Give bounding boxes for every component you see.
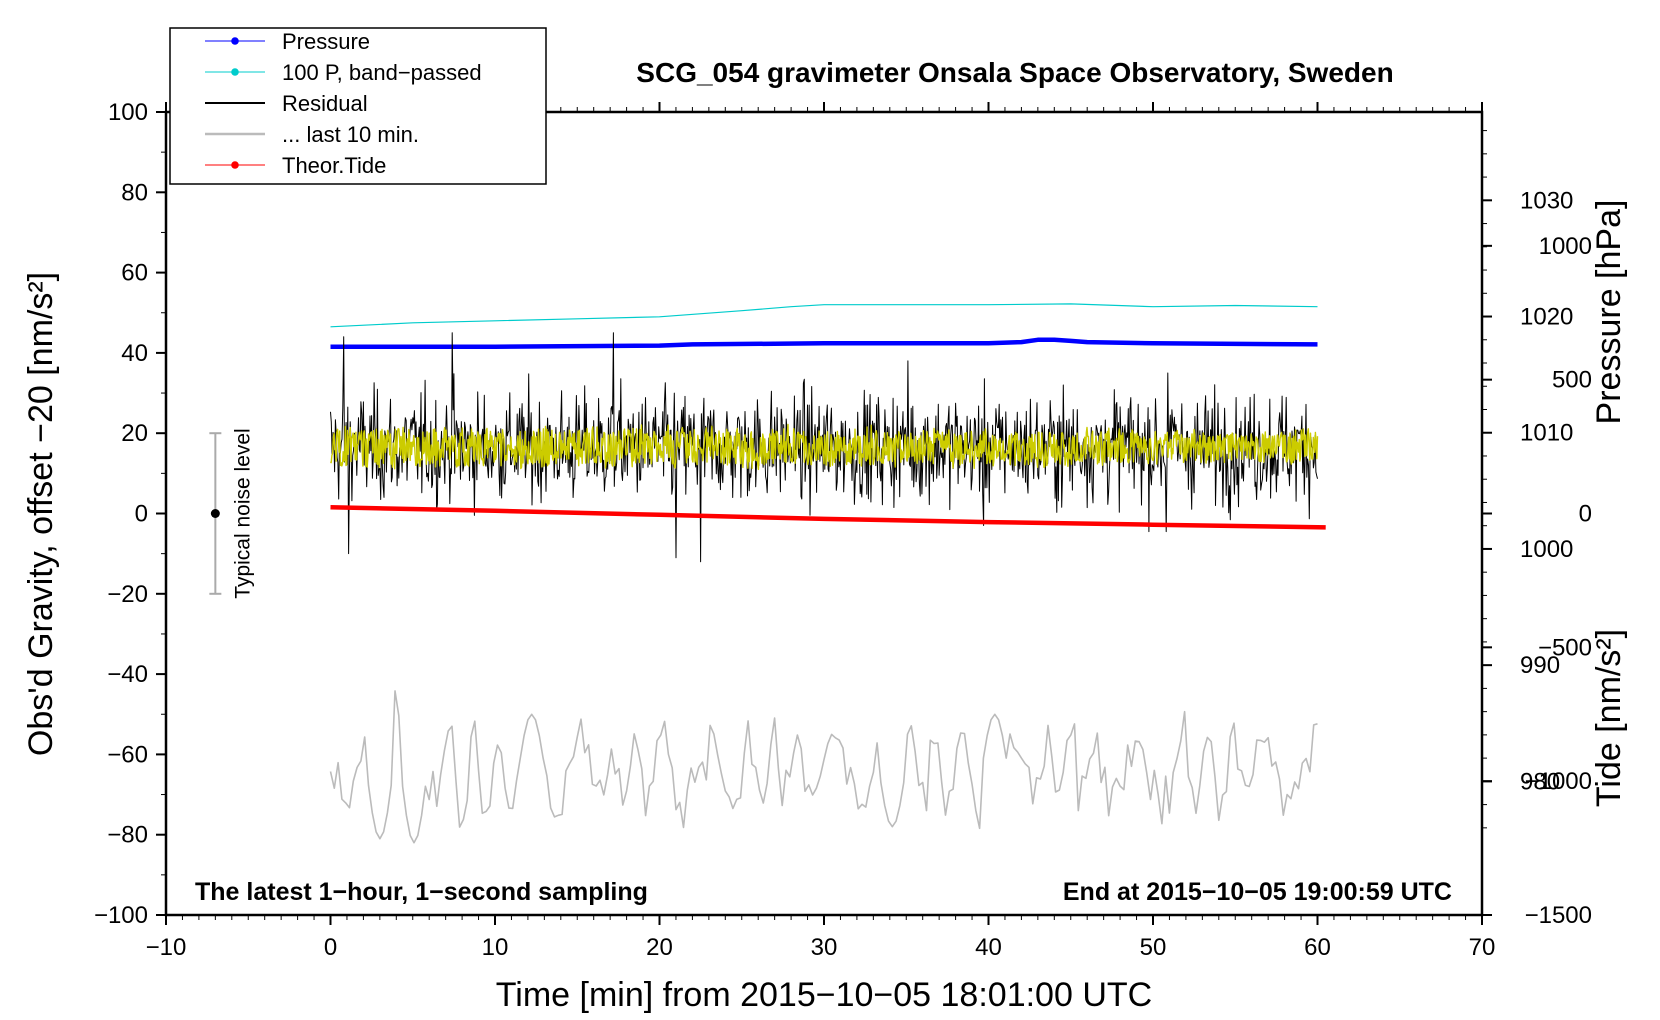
tide-tick-label: 500 [1552, 367, 1592, 394]
legend-item: Theor.Tide [205, 153, 386, 178]
pressure-tick-label: 990 [1520, 652, 1560, 679]
y-tick-label: −60 [107, 741, 148, 768]
axes-layer: −10 0 10 20 30 40 50 60 70−100−80−60−40−20020406… [94, 99, 1592, 961]
x-tick-label: 60 [1304, 934, 1331, 961]
y-tick-label: −100 [94, 902, 148, 929]
series-100-p-band-passed [330, 303, 1318, 328]
tide-tick-label: −500 [1538, 634, 1592, 661]
legend-swatch-marker [231, 68, 239, 76]
tide-tick-label: −1000 [1525, 768, 1592, 795]
tide-tick-label: 0 [1579, 501, 1592, 528]
pressure-tick-label: 1020 [1520, 304, 1573, 331]
legend-item: 100 P, band−passed [205, 60, 482, 85]
legend-swatch-marker [231, 161, 239, 169]
pressure-tick-label: 1010 [1520, 420, 1573, 447]
y-tick-label: 60 [121, 260, 148, 287]
series-pressure [330, 337, 1318, 349]
y-axis-title-pressure: Pressure [hPa] [1590, 200, 1628, 425]
x-tick-label: 50 [1140, 934, 1167, 961]
tide-tick-label: −1500 [1525, 902, 1592, 929]
x-axis-title: Time [min] from 2015−10−05 18:01:00 UTC [496, 976, 1152, 1014]
y-tick-label: 20 [121, 420, 148, 447]
legend-label: 100 P, band−passed [282, 60, 482, 85]
y-tick-label: 100 [108, 99, 148, 126]
y-axis-title-tide: Tide [nm/s²] [1590, 629, 1628, 807]
x-tick-label: 0 [324, 934, 337, 961]
y-axis-title-left: Obs'd Gravity, offset −20 [nm/s²] [22, 272, 60, 756]
x-tick-label: −10 [146, 934, 187, 961]
legend-label: Pressure [282, 29, 370, 54]
legend-item: Pressure [205, 29, 370, 54]
x-tick-label: 40 [975, 934, 1002, 961]
legend-item: Residual [205, 91, 368, 116]
legend-item: ... last 10 min. [205, 122, 419, 147]
pressure-tick-label: 1030 [1520, 187, 1573, 214]
series--last-10-min- [329, 690, 1318, 844]
x-tick-label: 30 [811, 934, 838, 961]
y-tick-label: 40 [121, 340, 148, 367]
noise-indicator: Typical noise level [209, 428, 254, 599]
pressure-tick-label: 980 [1520, 768, 1560, 795]
series-yellow-fit [329, 423, 1319, 471]
x-tick-label: 70 [1469, 934, 1496, 961]
legend-label: Residual [282, 91, 368, 116]
x-tick-label: 20 [646, 934, 673, 961]
legend-label: ... last 10 min. [282, 122, 419, 147]
legend-swatch-marker [231, 37, 239, 45]
y-tick-label: −20 [107, 581, 148, 608]
chart-title: SCG_054 gravimeter Onsala Space Observat… [636, 57, 1393, 88]
legend: Pressure 100 P, band−passed Residual ... la… [169, 27, 547, 185]
noise-bar-dot [210, 509, 220, 518]
annotation-sampling: The latest 1−hour, 1−second sampling [195, 878, 648, 906]
noise-label: Typical noise level [231, 428, 254, 598]
annotation-end-time: End at 2015−10−05 19:00:59 UTC [1063, 878, 1452, 906]
pressure-tick-label: 1000 [1520, 536, 1573, 563]
y-tick-label: −40 [107, 661, 148, 688]
y-tick-label: 0 [135, 501, 148, 528]
legend-label: Theor.Tide [282, 153, 386, 178]
x-tick-label: 10 [482, 934, 509, 961]
y-tick-label: −80 [107, 822, 148, 849]
legend-box [169, 27, 547, 185]
series-layer [329, 303, 1326, 844]
series-theor-tide [330, 505, 1326, 530]
y-tick-label: 80 [121, 179, 148, 206]
tide-tick-label: 1000 [1539, 233, 1592, 260]
